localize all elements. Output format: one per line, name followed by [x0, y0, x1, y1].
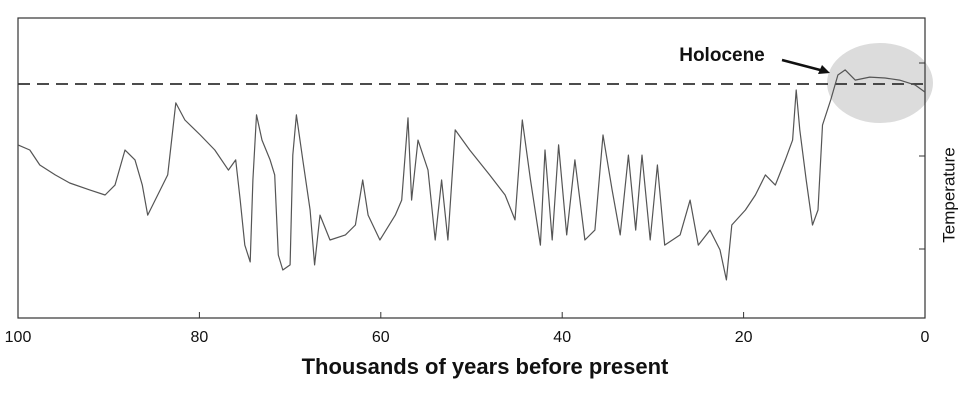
temperature-line — [17, 69, 926, 281]
x-tick-label: 100 — [5, 329, 32, 346]
x-axis-label: Thousands of years before present — [302, 354, 669, 379]
x-tick-label: 60 — [372, 329, 390, 346]
x-tick-label: 20 — [735, 329, 753, 346]
annotation-arrow — [781, 58, 825, 73]
x-tick-label: 40 — [553, 329, 571, 346]
holocene-highlight — [827, 43, 933, 123]
annotation: Holocene — [679, 45, 765, 66]
x-tick-label: 80 — [191, 329, 209, 346]
plot-frame — [17, 17, 926, 319]
annotation-arrowhead — [818, 65, 830, 74]
x-tick-label: 0 — [921, 329, 930, 346]
y-axis-label: Temperature — [939, 147, 958, 242]
